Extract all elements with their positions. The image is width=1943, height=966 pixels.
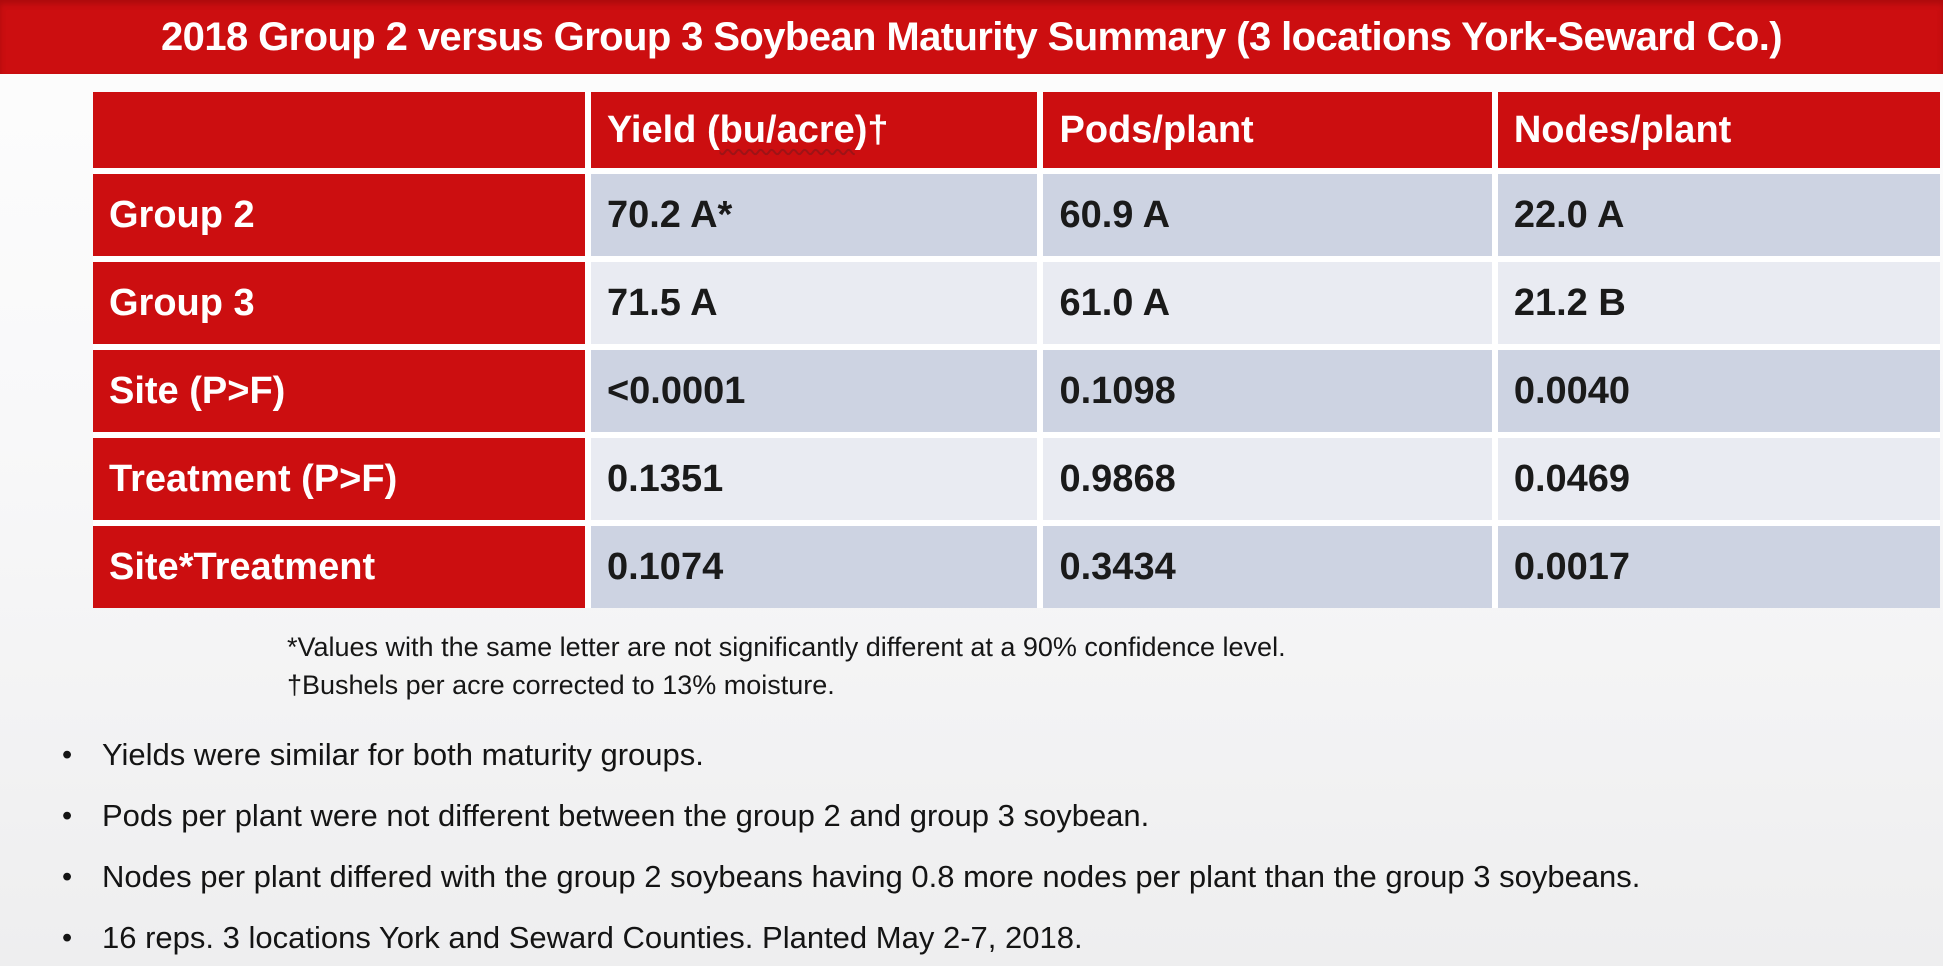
cell-sitetreatment-nodes: 0.0017 [1491, 520, 1943, 611]
row-label-site-treatment: Site*Treatment [90, 520, 591, 611]
cell-site-yield: <0.0001 [584, 344, 1044, 438]
header-yield-dagger: )† [854, 108, 889, 151]
row-label-group-3: Group 3 [90, 256, 591, 350]
cell-group2-pods: 60.9 A [1037, 168, 1498, 262]
header-yield-flagged-text: bu/acre [719, 108, 855, 151]
cell-group2-nodes: 22.0 A [1491, 168, 1943, 262]
summary-bullets: Yields were similar for both maturity gr… [58, 736, 1640, 966]
cell-group3-yield: 71.5 A [584, 256, 1044, 350]
header-pods: Pods/plant [1037, 89, 1498, 174]
header-empty-cell [90, 89, 591, 174]
header-yield-pre: Yield ( [606, 108, 720, 151]
cell-treatment-pods: 0.9868 [1037, 432, 1498, 526]
footnote-significance: *Values with the same letter are not sig… [287, 632, 1286, 662]
bullet-yields: Yields were similar for both maturity gr… [58, 736, 1640, 774]
bullet-nodes: Nodes per plant differed with the group … [58, 858, 1640, 896]
cell-sitetreatment-pods: 0.3434 [1037, 520, 1498, 611]
cell-treatment-nodes: 0.0469 [1491, 432, 1943, 526]
table-header-row: Yield (bu/acre)† Pods/plant Nodes/plant [90, 89, 1943, 174]
bullet-reps: 16 reps. 3 locations York and Seward Cou… [58, 919, 1640, 957]
table-row-treatment: Treatment (P>F) 0.1351 0.9868 0.0469 [90, 432, 1943, 526]
header-yield: Yield (bu/acre)† [584, 89, 1044, 174]
table-row-group-2: Group 2 70.2 A* 60.9 A 22.0 A [90, 168, 1943, 262]
footnote-moisture: †Bushels per acre corrected to 13% moist… [287, 670, 835, 700]
table-row-site-treatment: Site*Treatment 0.1074 0.3434 0.0017 [90, 520, 1943, 611]
table-row-site: Site (P>F) <0.0001 0.1098 0.0040 [90, 344, 1943, 438]
cell-site-nodes: 0.0040 [1491, 344, 1943, 438]
cell-site-pods: 0.1098 [1037, 344, 1498, 438]
cell-sitetreatment-yield: 0.1074 [584, 520, 1044, 611]
row-label-treatment: Treatment (P>F) [90, 432, 591, 526]
bullet-pods: Pods per plant were not different betwee… [58, 797, 1640, 835]
cell-group3-nodes: 21.2 B [1491, 256, 1943, 350]
row-label-group-2: Group 2 [90, 168, 591, 262]
row-label-site: Site (P>F) [90, 344, 591, 438]
table-footnotes: *Values with the same letter are not sig… [287, 628, 1286, 704]
slide-title: 2018 Group 2 versus Group 3 Soybean Matu… [161, 14, 1783, 59]
table-row-group-3: Group 3 71.5 A 61.0 A 21.2 B [90, 256, 1943, 350]
title-bar: 2018 Group 2 versus Group 3 Soybean Matu… [0, 0, 1943, 74]
cell-group2-yield: 70.2 A* [584, 168, 1044, 262]
header-nodes: Nodes/plant [1491, 89, 1943, 174]
cell-group3-pods: 61.0 A [1037, 256, 1498, 350]
maturity-summary-table: Yield (bu/acre)† Pods/plant Nodes/plant … [90, 89, 1943, 611]
cell-treatment-yield: 0.1351 [584, 432, 1044, 526]
